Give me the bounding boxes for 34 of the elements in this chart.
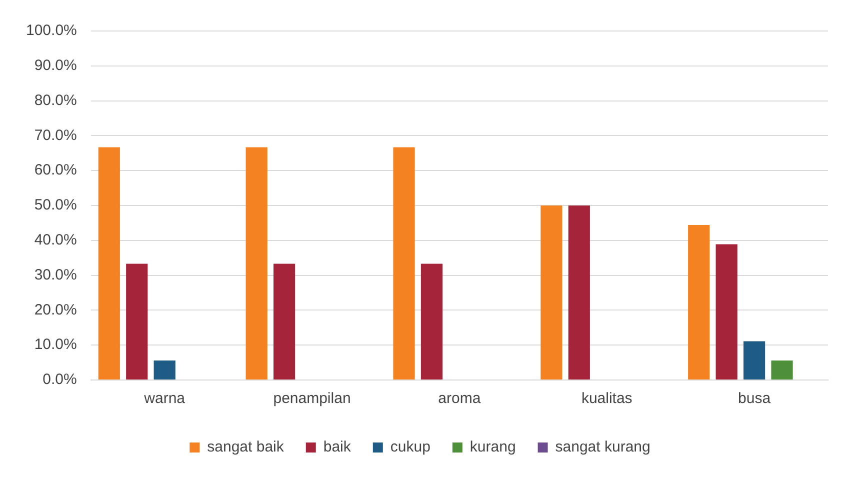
legend-label: sangat baik: [207, 438, 284, 456]
bar: [246, 147, 268, 380]
x-tick-label: warna: [143, 390, 186, 408]
bar: [771, 360, 793, 380]
y-tick-label: 70.0%: [34, 126, 77, 144]
legend-label: cukup: [390, 438, 430, 456]
legend-label: kurang: [470, 438, 516, 456]
y-tick-label: 90.0%: [34, 57, 77, 74]
bar: [568, 206, 590, 380]
legend-label: sangat kurang: [555, 438, 650, 456]
x-tick-label: kualitas: [581, 390, 632, 408]
x-tick-label: busa: [738, 390, 772, 408]
legend-label: baik: [323, 438, 352, 456]
y-tick-label: 20.0%: [34, 301, 77, 318]
x-tick-label: penampilan: [273, 390, 351, 408]
y-tick-label: 0.0%: [42, 371, 77, 388]
bar: [540, 206, 562, 380]
bar: [393, 147, 415, 380]
x-tick-label: aroma: [438, 390, 482, 408]
bar: [716, 244, 738, 380]
bar: [126, 264, 148, 380]
y-tick-label: 10.0%: [34, 336, 77, 354]
y-tick-label: 80.0%: [34, 92, 77, 109]
y-tick-label: 60.0%: [34, 162, 77, 179]
y-tick-label: 30.0%: [34, 266, 77, 284]
bar: [273, 264, 296, 380]
y-tick-label: 100.0%: [26, 22, 77, 40]
bar: [98, 147, 120, 380]
bar: [154, 360, 176, 380]
bar: [688, 225, 710, 380]
bar: [743, 341, 766, 380]
bar: [420, 264, 443, 380]
y-tick-label: 40.0%: [34, 232, 77, 249]
y-tick-label: 50.0%: [34, 196, 77, 214]
